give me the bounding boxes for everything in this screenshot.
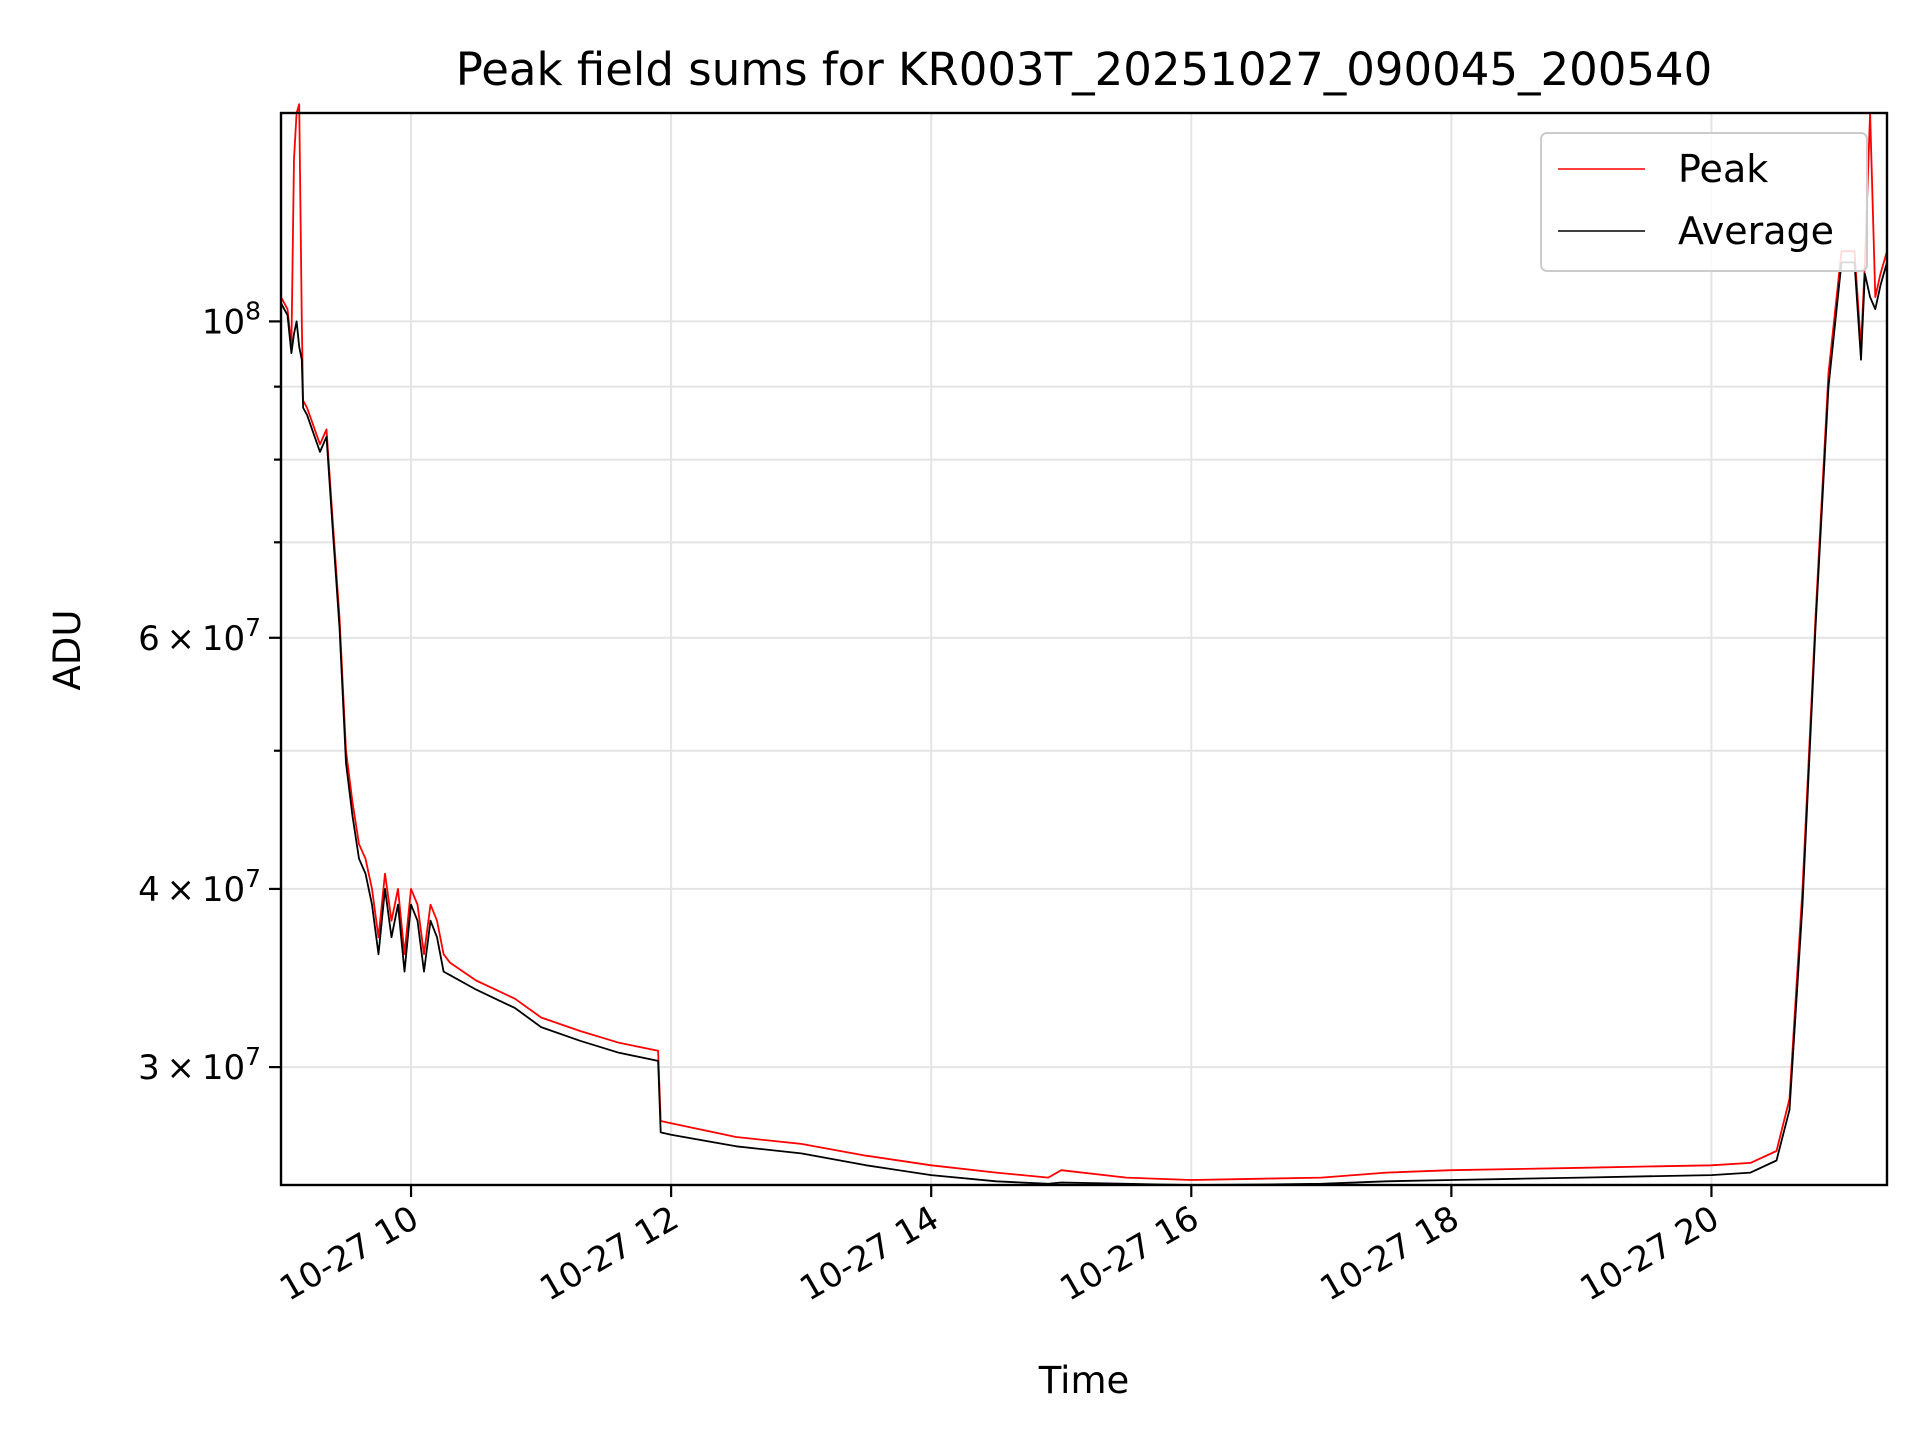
series-line-average xyxy=(280,261,1888,1186)
y-tick-label: 6 × 107 xyxy=(138,613,261,659)
legend-label-peak: Peak xyxy=(1678,147,1768,191)
y-tick-label: 4 × 107 xyxy=(138,864,261,910)
legend: Peak Average xyxy=(1540,132,1868,272)
y-tick-label: 3 × 107 xyxy=(138,1042,261,1088)
grid xyxy=(281,113,1887,1185)
chart-title: Peak field sums for KR003T_20251027_0900… xyxy=(456,43,1713,96)
legend-label-average: Average xyxy=(1678,209,1834,253)
legend-box xyxy=(1540,132,1868,272)
series-group xyxy=(280,103,1888,1186)
y-axis-label: ADU xyxy=(46,610,89,691)
x-axis-label: Time xyxy=(1038,1359,1130,1402)
plot-frame xyxy=(279,111,1889,1187)
